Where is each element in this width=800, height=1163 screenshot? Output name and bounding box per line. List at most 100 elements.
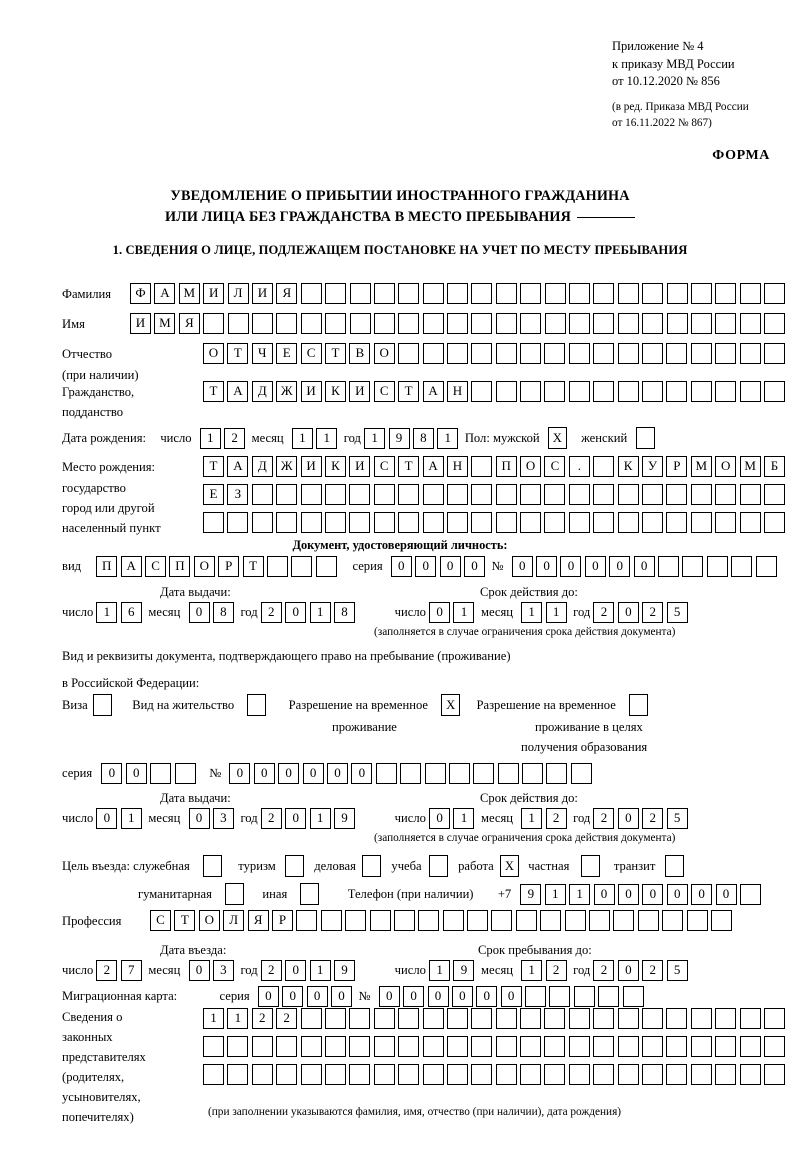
char-box[interactable]: 9 <box>388 427 410 449</box>
char-box[interactable] <box>739 313 761 334</box>
char-box[interactable]: Ж <box>276 456 298 477</box>
char-box[interactable] <box>642 313 664 334</box>
char-box[interactable] <box>325 283 347 304</box>
char-box[interactable] <box>520 1036 542 1057</box>
char-box[interactable] <box>471 1064 493 1085</box>
char-box[interactable] <box>324 1064 346 1085</box>
char-box[interactable] <box>448 763 470 784</box>
char-box[interactable]: 0 <box>229 763 251 784</box>
char-box[interactable] <box>544 343 566 364</box>
char-box[interactable]: 6 <box>120 602 142 623</box>
char-box[interactable]: К <box>617 456 639 477</box>
char-box[interactable] <box>690 484 712 505</box>
char-box[interactable] <box>642 1008 664 1029</box>
char-box[interactable]: Р <box>666 456 688 477</box>
char-box[interactable] <box>471 343 493 364</box>
char-box[interactable]: Т <box>203 456 224 477</box>
char-box[interactable] <box>251 313 273 334</box>
char-box[interactable] <box>324 484 346 505</box>
purpose-transit-checkbox[interactable] <box>664 855 684 877</box>
char-box[interactable]: 0 <box>390 556 412 577</box>
char-box[interactable] <box>398 1008 420 1029</box>
char-box[interactable]: Т <box>398 456 420 477</box>
char-box[interactable]: И <box>300 381 322 402</box>
char-box[interactable]: 2 <box>642 960 664 981</box>
char-box[interactable] <box>617 343 639 364</box>
char-box[interactable] <box>515 910 537 931</box>
char-box[interactable]: 0 <box>282 986 304 1007</box>
char-box[interactable] <box>296 910 318 931</box>
purpose-tourism-checkbox[interactable] <box>284 855 304 877</box>
char-box[interactable]: 0 <box>415 556 437 577</box>
char-box[interactable]: К <box>324 456 346 477</box>
char-box[interactable]: 0 <box>617 808 639 829</box>
char-box[interactable] <box>739 1036 761 1057</box>
char-box[interactable]: 8 <box>333 602 355 623</box>
char-box[interactable]: 0 <box>188 960 210 981</box>
char-box[interactable] <box>715 313 737 334</box>
char-box[interactable] <box>739 512 761 533</box>
char-box[interactable] <box>763 1064 785 1085</box>
char-box[interactable] <box>642 484 664 505</box>
char-box[interactable] <box>497 763 519 784</box>
char-box[interactable]: 1 <box>544 883 566 905</box>
char-box[interactable] <box>174 763 196 784</box>
char-box[interactable]: 0 <box>691 883 713 905</box>
char-box[interactable] <box>739 381 761 402</box>
char-box[interactable] <box>690 343 712 364</box>
char-box[interactable]: 9 <box>333 960 355 981</box>
char-box[interactable] <box>666 283 688 304</box>
char-box[interactable]: Я <box>276 283 298 304</box>
char-box[interactable] <box>373 512 395 533</box>
char-box[interactable]: З <box>227 484 249 505</box>
char-box[interactable] <box>666 313 688 334</box>
char-box[interactable]: 2 <box>276 1008 298 1029</box>
char-box[interactable] <box>471 313 493 334</box>
char-box[interactable]: И <box>130 313 151 334</box>
char-box[interactable] <box>544 484 566 505</box>
char-box[interactable] <box>300 512 322 533</box>
char-box[interactable] <box>589 910 611 931</box>
char-box[interactable]: И <box>300 456 322 477</box>
char-box[interactable]: А <box>120 556 142 577</box>
char-box[interactable] <box>568 1064 590 1085</box>
char-box[interactable]: М <box>178 283 200 304</box>
char-box[interactable]: О <box>193 556 215 577</box>
char-box[interactable]: 2 <box>251 1008 273 1029</box>
purpose-business-checkbox[interactable] <box>362 855 382 877</box>
char-box[interactable] <box>422 1036 444 1057</box>
char-box[interactable]: 5 <box>666 602 688 623</box>
char-box[interactable] <box>690 381 712 402</box>
char-box[interactable]: 1 <box>309 960 331 981</box>
residence-permit-checkbox[interactable] <box>247 694 267 716</box>
char-box[interactable]: 0 <box>593 883 615 905</box>
char-box[interactable] <box>251 512 273 533</box>
char-box[interactable] <box>276 1064 298 1085</box>
char-box[interactable] <box>739 1064 761 1085</box>
char-box[interactable]: А <box>154 283 176 304</box>
char-box[interactable] <box>715 283 737 304</box>
char-box[interactable] <box>203 512 224 533</box>
char-box[interactable] <box>150 763 172 784</box>
char-box[interactable]: . <box>568 456 590 477</box>
char-box[interactable] <box>471 1036 493 1057</box>
char-box[interactable]: Т <box>174 910 196 931</box>
char-box[interactable] <box>447 313 469 334</box>
char-box[interactable]: А <box>422 381 444 402</box>
char-box[interactable] <box>495 343 517 364</box>
char-box[interactable] <box>525 986 547 1007</box>
char-box[interactable] <box>520 1064 542 1085</box>
char-box[interactable]: Т <box>242 556 264 577</box>
char-box[interactable] <box>471 456 493 477</box>
char-box[interactable]: И <box>251 283 273 304</box>
char-box[interactable] <box>393 910 415 931</box>
char-box[interactable]: Н <box>446 381 468 402</box>
char-box[interactable] <box>398 313 420 334</box>
char-box[interactable] <box>422 484 444 505</box>
